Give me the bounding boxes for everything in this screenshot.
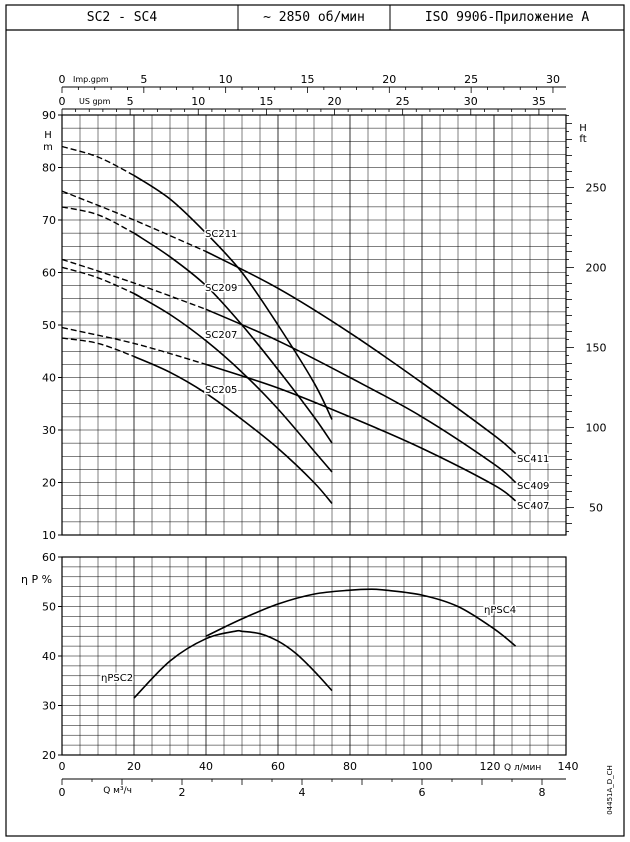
curve-label-sc209: SC209 (205, 283, 237, 294)
us-gpm-tick-label: 20 (328, 95, 342, 108)
header-model-range: SC2 - SC4 (86, 10, 158, 25)
m3h-tick-label: 0 (59, 786, 66, 799)
curve-label-eta-psc2: ηPSC2 (101, 673, 133, 684)
curve-sc411-dashed (61, 190, 207, 253)
lpm-tick-label: 80 (343, 760, 357, 773)
y-tick-label-m: 20 (42, 477, 56, 490)
curve-label-sc411: SC411 (517, 454, 549, 465)
curve-sc407-dashed (61, 326, 207, 366)
eff-y-tick-label: 50 (42, 601, 56, 614)
lpm-tick-label: 40 (199, 760, 213, 773)
m3h-tick-label: 2 (179, 786, 186, 799)
eff-ylabel: η P % (21, 573, 52, 586)
y-tick-label-ft: 200 (586, 261, 607, 274)
imp-gpm-tick-label: 0 (59, 73, 66, 86)
y-tick-label-m: 80 (42, 162, 56, 175)
curve-sc209-dashed (61, 206, 135, 234)
curve-label-sc205: SC205 (205, 385, 237, 396)
y-tick-label-m: 30 (42, 424, 56, 437)
eff-y-tick-label: 20 (42, 749, 56, 762)
curve-sc205-dashed (61, 337, 135, 358)
curve-eta-psc4 (205, 588, 517, 647)
curve-eta-psc2 (133, 629, 333, 699)
y-tick-label-m: 50 (42, 319, 56, 332)
document-code: 04451A_D_CH (606, 765, 614, 815)
us-gpm-tick-label: 5 (127, 95, 134, 108)
m3h-tick-label: 4 (299, 786, 306, 799)
m3h-tick-label: 8 (539, 786, 546, 799)
imp-gpm-tick-label: 25 (464, 73, 478, 86)
lpm-tick-label: 60 (271, 760, 285, 773)
header-speed: ~ 2850 об/мин (263, 10, 365, 25)
y-tick-label-ft: 250 (586, 181, 607, 194)
eff-y-tick-label: 60 (42, 551, 56, 564)
imp-gpm-tick-label: 5 (140, 73, 147, 86)
us-gpm-tick-label: 35 (532, 95, 546, 108)
curve-sc207-dashed (61, 266, 135, 295)
ylabel-right-h: H (579, 123, 587, 134)
curve-label-sc409: SC409 (517, 481, 549, 492)
page-frame (5, 4, 625, 837)
us-gpm-tick-label: 30 (464, 95, 478, 108)
y-tick-label-ft: 150 (586, 341, 607, 354)
lpm-tick-label: 0 (59, 760, 66, 773)
eff-y-tick-label: 40 (42, 650, 56, 663)
us-gpm-label: US gpm (79, 97, 111, 106)
imp-gpm-tick-label: 30 (546, 73, 560, 86)
imp-gpm-tick-label: 10 (219, 73, 233, 86)
curve-label-eta-psc4: ηPSC4 (484, 605, 516, 616)
imp-gpm-tick-label: 15 (300, 73, 314, 86)
header-standard: ISO 9906-Приложение А (424, 10, 590, 25)
lpm-axis-label: Q л/мин (504, 763, 541, 773)
y-tick-label-m: 90 (42, 109, 56, 122)
imp-gpm-label: Imp.gpm (73, 75, 109, 84)
curve-sc207 (133, 292, 333, 473)
eff-y-tick-label: 30 (42, 700, 56, 713)
us-gpm-tick-label: 0 (59, 95, 66, 108)
curve-sc211 (133, 174, 333, 420)
ylabel-h: H (44, 130, 52, 141)
us-gpm-tick-label: 15 (259, 95, 273, 108)
m3h-tick-label: 6 (419, 786, 426, 799)
y-tick-label-m: 10 (42, 529, 56, 542)
curve-sc411 (205, 250, 517, 455)
curve-label-sc211: SC211 (205, 229, 237, 240)
y-tick-label-ft: 50 (589, 501, 603, 514)
lpm-tick-label: 20 (127, 760, 141, 773)
y-tick-label-ft: 100 (586, 421, 607, 434)
curve-sc205 (133, 355, 333, 505)
curve-sc409-dashed (61, 258, 207, 310)
us-gpm-tick-label: 25 (396, 95, 410, 108)
ylabel-right-ft: ft (579, 134, 586, 145)
y-tick-label-m: 40 (42, 372, 56, 385)
lpm-tick-label: 140 (558, 760, 579, 773)
y-tick-label-m: 70 (42, 214, 56, 227)
curve-sc409 (205, 308, 517, 484)
us-gpm-tick-label: 10 (191, 95, 205, 108)
curve-label-sc407: SC407 (517, 501, 549, 512)
ylabel-m: m (43, 142, 53, 153)
curve-sc407 (205, 363, 517, 502)
y-tick-label-m: 60 (42, 267, 56, 280)
imp-gpm-tick-label: 20 (382, 73, 396, 86)
lpm-tick-label: 120 (480, 760, 501, 773)
lpm-tick-label: 100 (412, 760, 433, 773)
m3h-axis-label: Q м³/ч (103, 786, 132, 796)
curve-label-sc207: SC207 (205, 330, 237, 341)
curve-sc211-dashed (61, 145, 135, 177)
